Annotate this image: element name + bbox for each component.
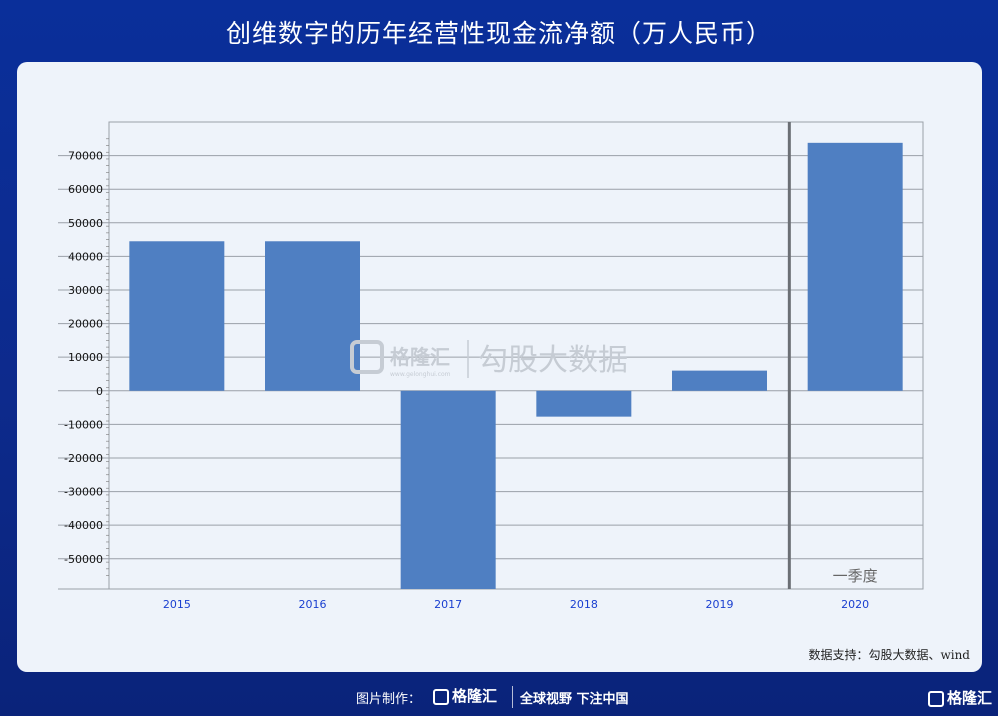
bar: [129, 241, 225, 391]
y-tick-label: -50000: [64, 553, 103, 566]
x-tick-label: 2016: [299, 598, 327, 611]
y-tick-label: -20000: [64, 452, 103, 465]
watermark-g-icon: [350, 340, 384, 374]
footer-logo-text: 格隆汇: [452, 687, 498, 705]
y-tick-label: 30000: [68, 284, 103, 297]
footer-credit-label: 图片制作：: [356, 692, 422, 707]
footer-slogan: 全球视野 下注中国: [520, 692, 629, 707]
bar: [536, 390, 632, 417]
y-tick-label: -30000: [64, 486, 103, 499]
x-tick-label: 2015: [163, 598, 191, 611]
logo-g-icon: [433, 688, 449, 705]
x-tick-label: 2020: [841, 598, 869, 611]
corner-logo-text: 格隆汇: [946, 689, 992, 707]
x-tick-label: 2019: [706, 598, 734, 611]
watermark-brand: 格隆汇: [390, 345, 450, 369]
plot-area: [108, 121, 924, 590]
quarter-annotation: 一季度: [833, 567, 878, 585]
y-tick-label: 50000: [68, 217, 103, 230]
y-tick-label: 40000: [68, 250, 103, 263]
footer-divider: [512, 686, 513, 708]
y-tick-label: 10000: [68, 351, 103, 364]
bar: [265, 241, 360, 391]
page-title: 创维数字的历年经营性现金流净额（万人民币）: [225, 19, 772, 48]
x-tick-label: 2017: [434, 598, 462, 611]
bar: [400, 390, 496, 589]
y-tick-label: 70000: [68, 150, 103, 163]
y-tick-label: -10000: [64, 418, 103, 431]
watermark-product: 勾股大数据: [478, 343, 628, 378]
y-tick-label: 0: [96, 385, 103, 398]
logo-g-icon: [927, 690, 944, 707]
watermark-site: www.gelonghui.com: [390, 371, 451, 378]
bar: [807, 142, 903, 391]
footer-logo: 格隆汇: [433, 685, 497, 706]
x-tick-label: 2018: [570, 598, 598, 611]
footer: 图片制作： 格隆汇 全球视野 下注中国: [0, 682, 998, 716]
y-tick-label: -40000: [64, 519, 103, 532]
source-note: 数据支持：勾股大数据、wind: [808, 648, 970, 662]
y-tick-label: 60000: [68, 183, 103, 196]
bar: [672, 370, 767, 391]
y-tick-label: 20000: [68, 318, 103, 331]
corner-logo: 格隆汇: [927, 687, 992, 708]
